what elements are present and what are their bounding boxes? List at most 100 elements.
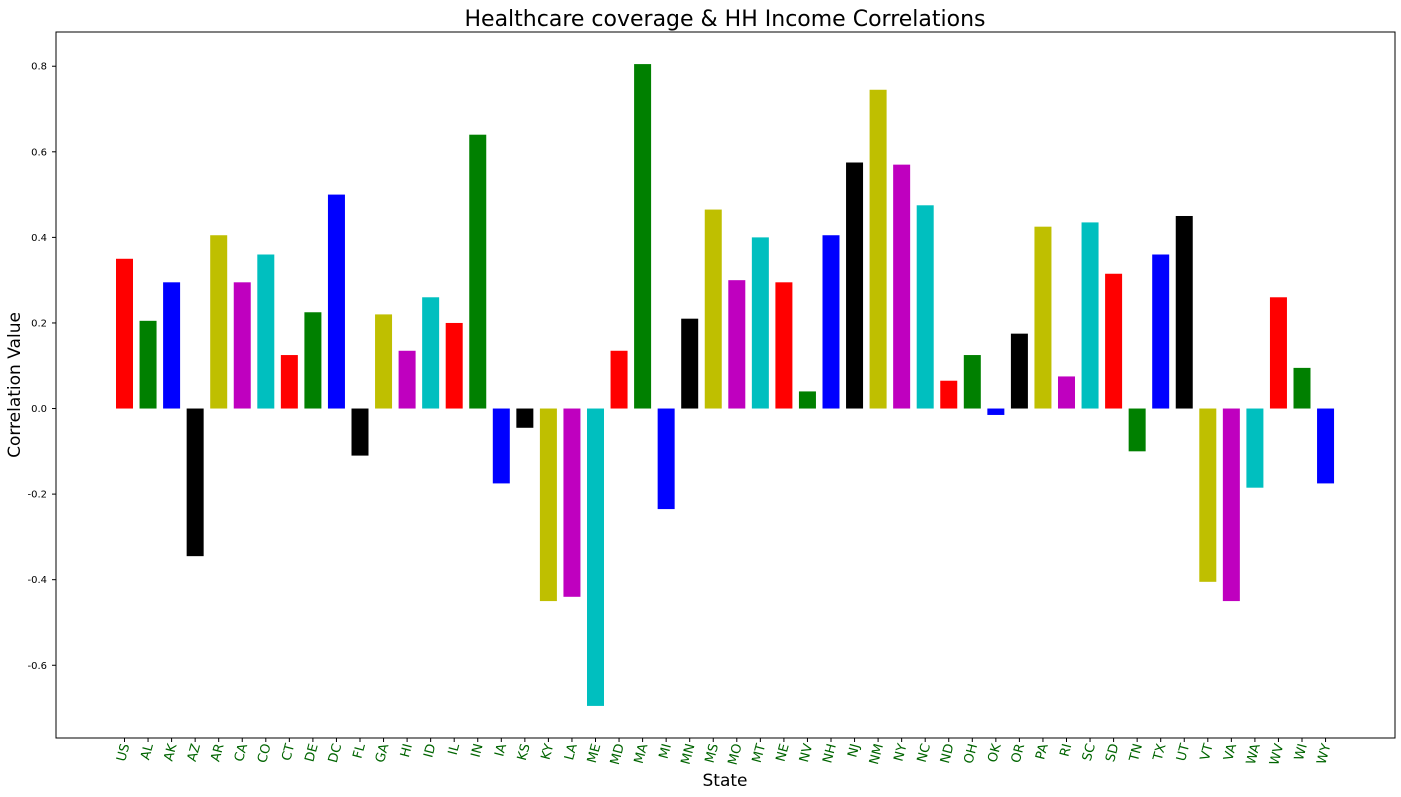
bar-pa (1034, 226, 1052, 409)
bar-fl (351, 408, 369, 456)
bar-mi (657, 408, 675, 510)
x-tick-label: OK (985, 742, 1004, 764)
x-tick-label: SD (1103, 742, 1122, 764)
x-tick-label: VA (1221, 742, 1240, 762)
x-tick-label: MO (726, 742, 746, 767)
y-tick-label: 0.8 (31, 62, 47, 73)
bar-ks (516, 408, 534, 428)
x-tick-label: SC (1080, 742, 1099, 763)
bar-va (1222, 408, 1240, 602)
bar-ne (775, 282, 793, 409)
y-tick-label: 0.2 (31, 318, 47, 329)
x-tick-label: IL (446, 741, 464, 756)
bar-us (116, 258, 133, 409)
x-axis-label: State (703, 771, 748, 791)
x-tick-label: RI (1058, 742, 1076, 758)
x-tick-label: OR (1009, 742, 1028, 764)
bar-ma (634, 64, 652, 409)
bar-oh (963, 355, 981, 409)
x-tick-label: CA (232, 742, 251, 763)
x-tick-label: OH (961, 742, 981, 765)
x-tick-label: WA (1244, 742, 1264, 766)
x-tick-label: WI (1292, 742, 1311, 762)
bar-nh (822, 235, 840, 409)
x-tick-label: NY (891, 742, 910, 763)
bar-md (610, 350, 628, 409)
x-tick-label: MT (750, 742, 769, 764)
bar-ga (375, 314, 393, 409)
x-tick-label: CO (255, 742, 274, 765)
x-tick-label: MD (608, 742, 628, 766)
bar-nc (916, 205, 934, 409)
x-tick-label: VT (1198, 742, 1217, 762)
x-axis-ticks: US AL AK AZ AR CA CO CT DE DC FL GA HI ID IL IN IA KS KY LA… (114, 738, 1334, 767)
bar-tx (1152, 254, 1170, 409)
bar-series (116, 64, 1335, 706)
bar-ny (893, 164, 911, 409)
x-tick-label: GA (373, 742, 392, 764)
x-tick-label: MS (703, 742, 723, 765)
x-tick-label: WY (1315, 742, 1335, 766)
bar-la (563, 408, 581, 597)
x-tick-label: DC (326, 742, 345, 764)
x-tick-label: US (114, 742, 133, 763)
x-tick-label: KY (539, 742, 558, 761)
bar-de (304, 312, 322, 409)
bar-me (587, 408, 604, 706)
x-tick-label: WV (1267, 742, 1287, 767)
plot-area-frame (55, 31, 1396, 739)
x-tick-label: CT (279, 742, 298, 762)
bar-hi (398, 350, 416, 409)
x-tick-label: NH (820, 742, 840, 765)
x-tick-label: ND (938, 742, 958, 765)
bar-ar (210, 235, 228, 409)
bar-nd (940, 380, 958, 409)
y-tick-label: -0.6 (27, 661, 47, 672)
bar-sd (1105, 273, 1123, 409)
x-tick-label: MI (657, 742, 675, 760)
bar-az (186, 408, 204, 557)
x-tick-label: ID (421, 742, 439, 759)
bar-ia (492, 408, 510, 484)
bar-ut (1175, 215, 1193, 409)
bar-wv (1269, 297, 1287, 409)
bar-mn (681, 318, 699, 409)
x-tick-label: AK (161, 742, 180, 763)
x-tick-label: ME (585, 742, 605, 765)
bar-vt (1199, 408, 1217, 582)
x-tick-label: AL (138, 741, 157, 761)
bar-dc (327, 194, 345, 409)
x-tick-label: PA (1033, 742, 1052, 761)
x-tick-label: UT (1174, 742, 1193, 763)
bar-ca (233, 282, 251, 409)
y-tick-label: 0.6 (31, 147, 47, 158)
x-tick-label: NJ (845, 742, 863, 759)
bar-nm (869, 89, 887, 409)
bar-ky (539, 408, 557, 602)
y-tick-label: 0.0 (31, 404, 47, 415)
x-tick-label: MN (679, 742, 699, 766)
x-tick-label: DE (303, 742, 322, 763)
y-axis-label: Correlation Value (5, 312, 25, 458)
bar-id (422, 297, 440, 409)
x-tick-label: IN (469, 742, 487, 759)
x-tick-label: NV (797, 742, 816, 764)
x-tick-label: NM (867, 742, 887, 766)
bar-ct (280, 355, 298, 409)
x-tick-label: AZ (185, 742, 204, 763)
y-tick-label: 0.4 (31, 233, 47, 244)
x-tick-label: IA (492, 742, 510, 758)
bar-ok (987, 408, 1005, 415)
bar-ak (163, 282, 181, 409)
chart-title: Healthcare coverage & HH Income Correlat… (465, 7, 986, 32)
x-tick-label: HI (398, 742, 416, 759)
bar-mt (751, 237, 769, 409)
bar-il (445, 322, 463, 409)
bar-al (139, 320, 157, 409)
y-axis-ticks: 0.8 0.6 0.4 0.2 0.0 -0.2 -0.4 -0.6 (27, 62, 56, 672)
bar-wy (1317, 408, 1335, 484)
bar-nv (798, 391, 816, 409)
bar-wi (1293, 367, 1311, 409)
bar-nj (846, 162, 864, 409)
